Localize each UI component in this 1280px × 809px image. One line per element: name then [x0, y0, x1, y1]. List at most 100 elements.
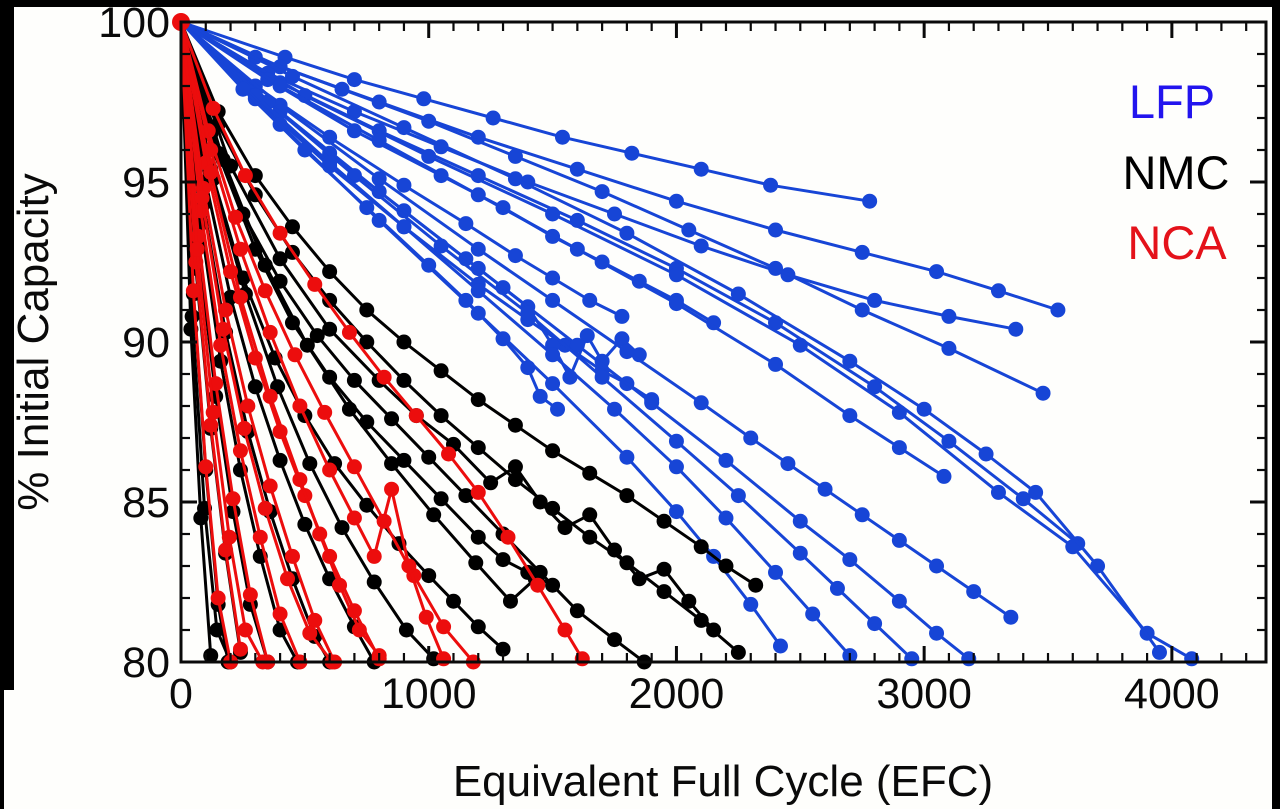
- data-point-nca: [351, 622, 367, 638]
- data-point-lfp: [545, 206, 561, 222]
- data-point-nmc: [607, 542, 623, 558]
- data-point-lfp: [743, 596, 759, 612]
- legend-label-nmc: NMC: [1122, 146, 1229, 199]
- data-point-lfp: [284, 68, 300, 84]
- data-point-lfp: [990, 484, 1006, 500]
- data-point-lfp: [668, 504, 684, 520]
- data-point-lfp: [730, 488, 746, 504]
- data-point-nca: [436, 651, 452, 667]
- data-point-nca: [346, 510, 362, 526]
- data-point-lfp: [1050, 302, 1066, 318]
- data-point-lfp: [768, 564, 784, 580]
- data-point-nmc: [421, 568, 437, 584]
- data-point-lfp: [421, 257, 437, 273]
- x-tick-label: 1000: [381, 670, 477, 718]
- data-point-lfp: [817, 481, 833, 497]
- data-point-nmc: [322, 321, 338, 337]
- data-point-lfp: [272, 78, 288, 94]
- data-point-lfp: [936, 468, 952, 484]
- data-point-nca: [322, 462, 338, 478]
- data-point-nca: [341, 324, 357, 340]
- data-point-nmc: [507, 417, 523, 433]
- data-point-lfp: [346, 72, 362, 88]
- data-point-lfp: [768, 356, 784, 372]
- data-point-nca: [500, 529, 516, 545]
- data-point-lfp: [619, 449, 635, 465]
- data-point-lfp: [396, 177, 412, 193]
- x-tick-label: 2000: [629, 670, 725, 718]
- data-point-lfp: [614, 308, 630, 324]
- data-point-nca: [292, 472, 308, 488]
- y-tick-label: 100: [98, 0, 170, 47]
- data-point-nca: [317, 404, 333, 420]
- data-point-lfp: [371, 171, 387, 187]
- data-point-lfp: [1028, 484, 1044, 500]
- data-point-lfp: [579, 328, 595, 344]
- data-point-lfp: [607, 206, 623, 222]
- data-point-nca: [218, 542, 234, 558]
- data-point-nca: [272, 225, 288, 241]
- y-tick-label: 90: [122, 319, 170, 367]
- data-point-nmc: [470, 440, 486, 456]
- data-point-nmc: [470, 392, 486, 408]
- data-point-nca: [401, 558, 417, 574]
- data-point-lfp: [297, 142, 313, 158]
- data-point-nca: [232, 289, 248, 305]
- data-point-nca: [530, 577, 546, 593]
- data-point-lfp: [718, 510, 734, 526]
- data-point-nmc: [341, 401, 357, 417]
- data-series-layer: [172, 13, 1200, 670]
- data-point-nmc: [421, 449, 437, 465]
- data-point-nmc: [507, 459, 523, 475]
- axes-layer: [179, 20, 1268, 664]
- data-point-nmc: [619, 488, 635, 504]
- data-point-nmc: [532, 494, 548, 510]
- data-point-lfp: [904, 651, 920, 667]
- data-point-nca: [257, 500, 273, 516]
- data-point-lfp: [346, 123, 362, 139]
- series-line-lfp: [179, 20, 654, 402]
- data-point-nca: [198, 459, 214, 475]
- data-point-nmc: [470, 619, 486, 635]
- data-point-nmc: [458, 488, 474, 504]
- data-point-lfp: [718, 452, 734, 468]
- data-point-nmc: [359, 302, 375, 318]
- data-point-lfp: [792, 545, 808, 561]
- data-point-nca: [252, 529, 268, 545]
- data-point-lfp: [730, 286, 746, 302]
- data-point-lfp: [990, 283, 1006, 299]
- data-point-nca: [242, 587, 258, 603]
- data-point-lfp: [668, 296, 684, 312]
- data-point-nca: [225, 491, 241, 507]
- data-point-lfp: [550, 401, 566, 417]
- data-point-lfp: [681, 222, 697, 238]
- data-point-nca: [384, 481, 400, 497]
- data-point-lfp: [941, 433, 957, 449]
- data-point-nmc: [257, 257, 273, 273]
- data-point-lfp: [545, 270, 561, 286]
- data-point-nmc: [359, 334, 375, 350]
- data-point-lfp: [929, 625, 945, 641]
- data-point-lfp: [371, 132, 387, 148]
- data-point-lfp: [507, 171, 523, 187]
- data-point-lfp: [916, 401, 932, 417]
- data-point-lfp: [545, 376, 561, 392]
- data-point-nca: [287, 347, 303, 363]
- series-line-lfp: [179, 20, 1161, 654]
- data-point-nmc: [396, 372, 412, 388]
- data-point-nmc: [203, 648, 219, 664]
- data-point-lfp: [507, 248, 523, 264]
- data-point-nmc: [582, 529, 598, 545]
- data-point-lfp: [396, 120, 412, 136]
- data-point-nmc: [334, 520, 350, 536]
- data-point-lfp: [854, 507, 870, 523]
- data-point-nca: [376, 369, 392, 385]
- data-point-nca: [307, 276, 323, 292]
- data-point-nmc: [384, 456, 400, 472]
- data-point-nca: [332, 577, 348, 593]
- data-point-lfp: [594, 184, 610, 200]
- data-point-lfp: [569, 241, 585, 257]
- data-point-nmc: [718, 558, 734, 574]
- data-point-lfp: [668, 433, 684, 449]
